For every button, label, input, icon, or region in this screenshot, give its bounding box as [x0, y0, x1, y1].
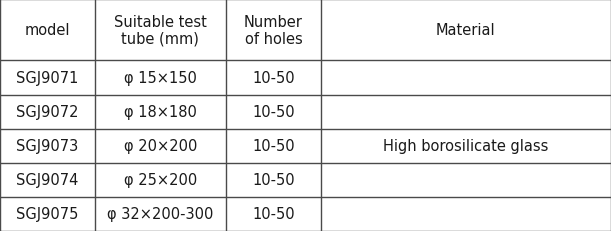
Text: φ 20×200: φ 20×200	[123, 139, 197, 154]
Text: High borosilicate glass: High borosilicate glass	[383, 139, 549, 154]
Text: φ 32×200-300: φ 32×200-300	[107, 207, 214, 222]
Text: SGJ9074: SGJ9074	[16, 173, 79, 188]
Text: Suitable test
tube (mm): Suitable test tube (mm)	[114, 15, 207, 47]
Text: model: model	[24, 23, 70, 38]
Text: Number
of holes: Number of holes	[244, 15, 303, 47]
Text: SGJ9072: SGJ9072	[16, 105, 79, 120]
Text: 10-50: 10-50	[252, 105, 295, 120]
Text: Material: Material	[436, 23, 496, 38]
Text: 10-50: 10-50	[252, 173, 295, 188]
Text: SGJ9075: SGJ9075	[16, 207, 79, 222]
Text: SGJ9071: SGJ9071	[16, 71, 79, 86]
Text: SGJ9073: SGJ9073	[16, 139, 78, 154]
Text: φ 18×180: φ 18×180	[124, 105, 197, 120]
Text: φ 15×150: φ 15×150	[124, 71, 197, 86]
Text: 10-50: 10-50	[252, 71, 295, 86]
Text: 10-50: 10-50	[252, 207, 295, 222]
Text: 10-50: 10-50	[252, 139, 295, 154]
Text: φ 25×200: φ 25×200	[124, 173, 197, 188]
